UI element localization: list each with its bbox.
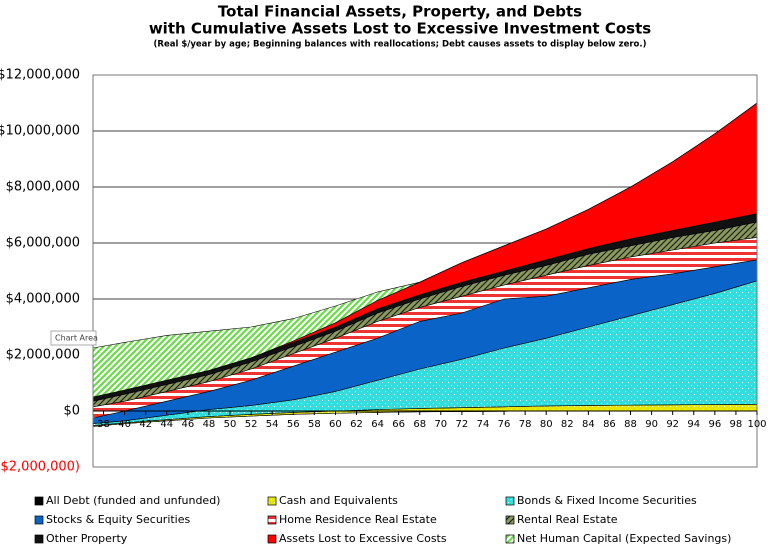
x-tick-label: 82 — [561, 419, 574, 430]
y-tick-label: ($2,000,000) — [0, 460, 80, 475]
legend-label: Stocks & Equity Securities — [46, 513, 191, 526]
chart-title: Total Financial Assets, Property, and De… — [218, 3, 582, 21]
legend-swatch — [267, 515, 277, 525]
x-tick-label: 96 — [708, 419, 721, 430]
legend-swatch — [267, 534, 277, 544]
x-tick-label: 48 — [203, 419, 216, 430]
legend-label: Home Residence Real Estate — [279, 513, 437, 526]
x-tick-label: 66 — [392, 419, 405, 430]
legend-swatch — [34, 496, 44, 506]
y-tick-label: $2,000,000 — [6, 348, 80, 363]
x-tick-label: 56 — [287, 419, 300, 430]
x-tick-label: 62 — [350, 419, 363, 430]
legend-label: Other Property — [46, 532, 128, 545]
x-tick-label: 52 — [245, 419, 258, 430]
y-tick-label: $10,000,000 — [0, 124, 80, 139]
x-tick-label: 72 — [456, 419, 469, 430]
x-tick-label: 38 — [97, 419, 110, 430]
x-tick-label: 80 — [540, 419, 553, 430]
x-tick-label: 44 — [160, 419, 173, 430]
legend-label: Cash and Equivalents — [279, 494, 398, 507]
x-tick-label: 46 — [181, 419, 194, 430]
x-tick-label: 90 — [645, 419, 658, 430]
legend-swatch — [505, 496, 515, 506]
x-tick-label: 98 — [730, 419, 743, 430]
legend-swatch — [34, 534, 44, 544]
legend-label: Net Human Capital (Expected Savings) — [517, 532, 731, 545]
legend-label: Assets Lost to Excessive Costs — [279, 532, 447, 545]
x-tick-label: 42 — [139, 419, 152, 430]
x-tick-label: 100 — [747, 419, 766, 430]
y-tick-label: $12,000,000 — [0, 68, 80, 83]
x-tick-label: 50 — [224, 419, 237, 430]
chart-subtitle: (Real $/year by age; Beginning balances … — [154, 40, 647, 50]
legend-swatch — [34, 515, 44, 525]
legend-swatch — [267, 496, 277, 506]
legend-swatch — [505, 515, 515, 525]
x-tick-label: 40 — [118, 419, 131, 430]
plot-frame — [92, 74, 758, 468]
x-tick-label: 88 — [624, 419, 637, 430]
x-tick-label: 92 — [666, 419, 679, 430]
x-tick-label: 74 — [477, 419, 490, 430]
legend-label: Bonds & Fixed Income Securities — [517, 494, 697, 507]
y-tick-label: $4,000,000 — [6, 292, 80, 307]
x-tick-label: 86 — [603, 419, 616, 430]
x-tick-label: 78 — [519, 419, 532, 430]
x-tick-label: 70 — [434, 419, 447, 430]
y-tick-label: $8,000,000 — [6, 180, 80, 195]
x-tick-label: 60 — [329, 419, 342, 430]
x-tick-label: 54 — [266, 419, 279, 430]
y-tick-label: $0 — [63, 404, 80, 419]
legend-label: All Debt (funded and unfunded) — [46, 494, 220, 507]
x-tick-label: 58 — [308, 419, 321, 430]
y-tick-label: $6,000,000 — [6, 236, 80, 251]
legend-label: Rental Real Estate — [517, 513, 618, 526]
chart-title: with Cumulative Assets Lost to Excessive… — [149, 20, 651, 38]
x-tick-label: 64 — [371, 419, 384, 430]
x-tick-label: 94 — [687, 419, 700, 430]
area — [92, 102, 758, 398]
x-tick-label: 84 — [582, 419, 595, 430]
x-tick-label: 68 — [413, 419, 426, 430]
tooltip-box — [50, 330, 97, 346]
x-tick-label: 76 — [498, 419, 511, 430]
legend-swatch — [505, 534, 515, 544]
tooltip: Chart Area — [55, 334, 98, 343]
